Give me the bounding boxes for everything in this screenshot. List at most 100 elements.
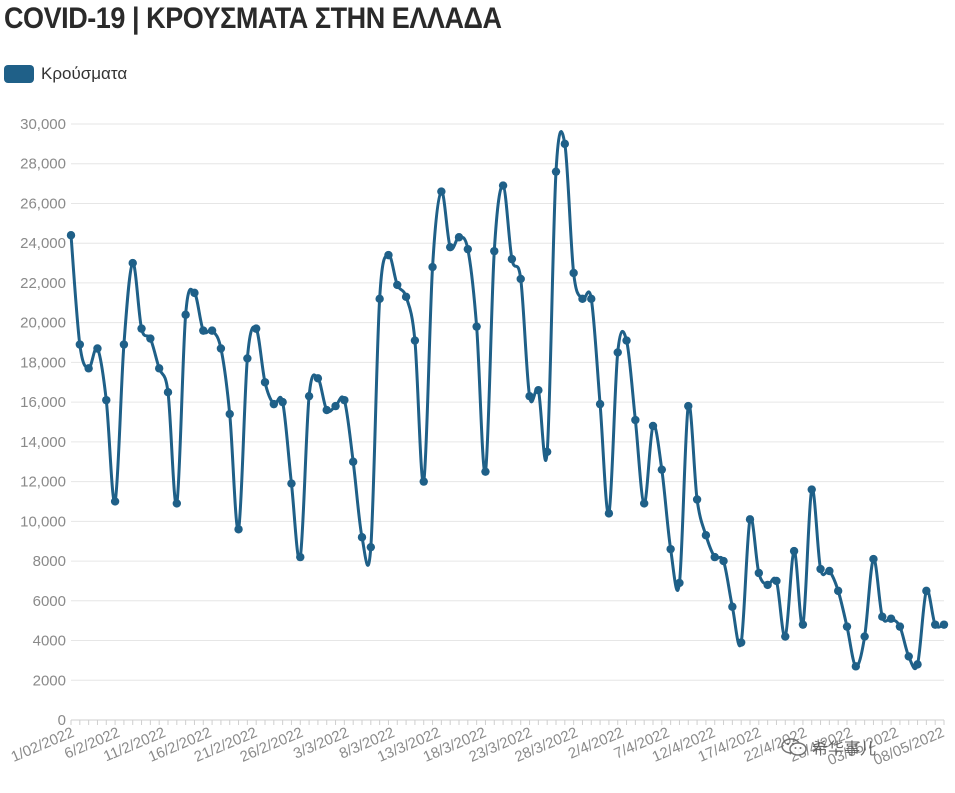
data-point <box>393 280 402 290</box>
data-point <box>525 391 534 401</box>
data-point <box>648 421 658 431</box>
data-point <box>278 397 287 407</box>
data-point <box>66 231 76 240</box>
data-point <box>146 334 155 343</box>
data-point <box>304 391 314 401</box>
legend-label: Κρούσματα <box>41 64 128 83</box>
data-point <box>930 620 940 629</box>
data-point <box>825 566 834 576</box>
y-tick-label: 2000 <box>33 672 66 689</box>
data-point <box>119 340 129 349</box>
data-point <box>313 374 323 383</box>
data-point <box>93 344 102 353</box>
data-point <box>260 378 270 387</box>
data-point <box>472 322 481 331</box>
data-point <box>816 564 825 574</box>
data-point <box>357 533 367 542</box>
data-point <box>701 531 711 540</box>
data-point <box>102 395 111 405</box>
data-point <box>878 612 887 621</box>
data-point <box>754 568 764 578</box>
data-point <box>322 405 331 415</box>
data-point <box>154 364 164 373</box>
data-point <box>128 258 137 268</box>
data-point <box>190 288 199 298</box>
data-point <box>428 262 437 272</box>
data-point <box>798 620 808 629</box>
y-tick-label: 26,000 <box>20 195 66 212</box>
data-point <box>622 336 631 345</box>
data-point <box>481 467 490 476</box>
chart-title: COVID-19 | ΚΡΟΥΣΜΑΤΑ ΣΤΗΝ ΕΛΛΑΔΑ <box>4 2 502 35</box>
y-tick-label: 20,000 <box>20 315 66 332</box>
data-point <box>631 415 640 425</box>
wechat-icon <box>781 738 807 756</box>
watermark-text: 希华事儿 <box>812 741 877 758</box>
data-point <box>833 586 843 596</box>
data-point <box>375 294 384 304</box>
legend[interactable]: Κρούσματα <box>4 64 127 84</box>
y-tick-label: 18,000 <box>20 354 66 371</box>
data-point <box>745 515 755 524</box>
data-point <box>763 580 772 590</box>
data-point <box>639 499 649 508</box>
data-point <box>331 401 340 411</box>
data-point <box>384 250 393 260</box>
data-point <box>736 638 746 647</box>
data-point <box>84 364 93 373</box>
data-point <box>569 268 578 278</box>
y-tick-label: 10,000 <box>20 513 66 530</box>
data-point <box>728 602 737 611</box>
data-point <box>340 395 349 405</box>
data-point <box>807 485 816 494</box>
data-point <box>199 326 208 335</box>
data-point <box>225 409 234 419</box>
data-point <box>75 340 85 349</box>
data-point <box>851 662 861 671</box>
data-point <box>666 544 675 554</box>
data-point <box>604 509 614 518</box>
data-point <box>234 525 243 534</box>
data-point <box>296 552 305 562</box>
data-point <box>507 254 517 264</box>
data-point <box>772 576 781 586</box>
data-point <box>613 348 622 357</box>
data-point <box>419 477 428 486</box>
data-point <box>781 632 790 641</box>
data-point <box>587 294 596 304</box>
data-point <box>886 614 896 623</box>
data-point <box>913 660 922 669</box>
y-tick-label: 28,000 <box>20 156 66 173</box>
data-point <box>498 181 508 190</box>
data-point <box>692 495 702 504</box>
data-point <box>181 310 190 319</box>
data-point <box>348 457 358 466</box>
data-point <box>860 632 869 641</box>
data-point <box>534 386 543 395</box>
data-point <box>251 324 261 333</box>
y-tick-label: 4000 <box>33 633 66 650</box>
data-point <box>516 274 525 284</box>
data-point <box>551 167 561 176</box>
watermark: 希华事儿 <box>780 735 876 759</box>
data-point <box>560 139 570 149</box>
data-point <box>137 324 146 333</box>
y-tick-label: 14,000 <box>20 434 66 451</box>
data-point <box>595 399 605 409</box>
data-point <box>578 294 587 304</box>
data-point <box>675 578 684 588</box>
series-line <box>69 130 945 671</box>
data-point <box>410 336 420 345</box>
y-tick-label: 24,000 <box>20 235 66 252</box>
data-point <box>657 465 667 474</box>
data-point <box>490 246 499 256</box>
y-tick-label: 0 <box>58 712 66 729</box>
data-point <box>269 399 279 409</box>
data-point <box>401 292 411 302</box>
y-tick-label: 6000 <box>33 593 66 610</box>
data-point <box>163 388 173 397</box>
y-tick-label: 16,000 <box>20 394 66 411</box>
data-point <box>437 187 446 196</box>
data-point <box>904 652 913 661</box>
